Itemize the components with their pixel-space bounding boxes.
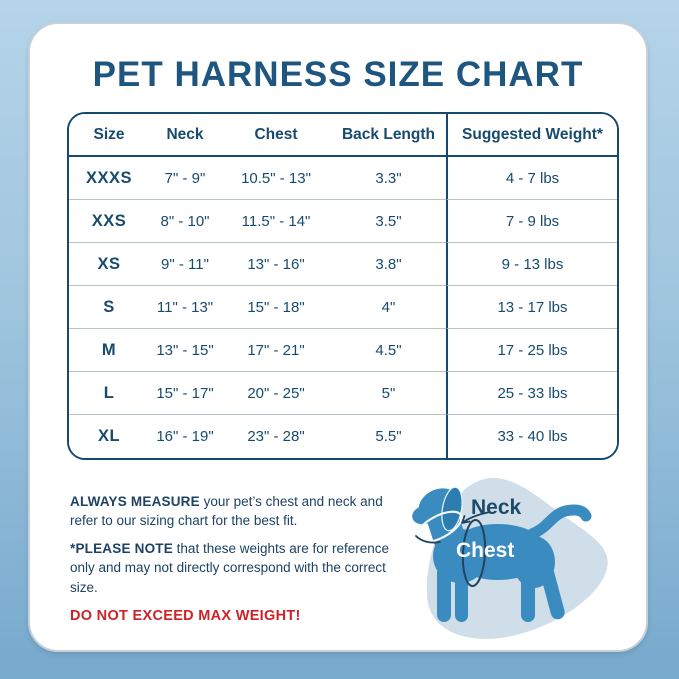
dog-measurement-illustration: Neck Chest bbox=[412, 478, 608, 639]
back-length-cell: 4" bbox=[331, 286, 446, 329]
dog-tail bbox=[526, 504, 592, 540]
chest-cell: 20" - 25" bbox=[221, 372, 331, 415]
neck-cell: 8" - 10" bbox=[149, 200, 221, 243]
neck-measure-loop bbox=[415, 510, 463, 544]
measure-note-lead: ALWAYS MEASURE bbox=[70, 494, 200, 509]
max-weight-warning: DO NOT EXCEED MAX WEIGHT! bbox=[70, 607, 301, 624]
neck-cell: 11" - 13" bbox=[149, 286, 221, 329]
neck-measure-loop-dark-end bbox=[415, 535, 441, 544]
neck-label: Neck bbox=[471, 496, 522, 519]
back-length-cell: 5" bbox=[331, 372, 446, 415]
column-header-suggested-weight: Suggested Weight* bbox=[446, 114, 617, 157]
size-cell: XL bbox=[69, 415, 149, 458]
dog-front-leg-2 bbox=[455, 572, 468, 622]
page-title: PET HARNESS SIZE CHART bbox=[92, 55, 584, 94]
neck-cell: 15" - 17" bbox=[149, 372, 221, 415]
neck-cell: 9" - 11" bbox=[149, 243, 221, 286]
neck-cell: 16" - 19" bbox=[149, 415, 221, 458]
back-length-cell: 4.5" bbox=[331, 329, 446, 372]
column-header-size: Size bbox=[69, 114, 149, 157]
weight-disclaimer-note: *PLEASE NOTE that these weights are for … bbox=[70, 539, 408, 596]
back-length-cell: 3.3" bbox=[331, 157, 446, 200]
chest-cell: 23" - 28" bbox=[221, 415, 331, 458]
chest-cell: 17" - 21" bbox=[221, 329, 331, 372]
chest-measure-loop bbox=[461, 519, 487, 587]
weight-cell: 7 - 9 lbs bbox=[446, 200, 617, 243]
neck-cell: 7" - 9" bbox=[149, 157, 221, 200]
weight-cell: 9 - 13 lbs bbox=[446, 243, 617, 286]
weight-cell: 4 - 7 lbs bbox=[446, 157, 617, 200]
sizing-notes: ALWAYS MEASURE your pet’s chest and neck… bbox=[70, 492, 408, 635]
size-chart-table: Size Neck Chest Back Length Suggested We… bbox=[67, 112, 619, 460]
weight-cell: 25 - 33 lbs bbox=[446, 372, 617, 415]
weight-cell: 13 - 17 lbs bbox=[446, 286, 617, 329]
size-chart-card: PET HARNESS SIZE CHART Size Neck Chest B… bbox=[28, 22, 648, 652]
dog-front-leg bbox=[437, 566, 451, 622]
size-cell: XXS bbox=[69, 200, 149, 243]
weight-cell: 17 - 25 lbs bbox=[446, 329, 617, 372]
weight-cell: 33 - 40 lbs bbox=[446, 415, 617, 458]
neck-pointer-line bbox=[461, 511, 491, 524]
chest-label: Chest bbox=[456, 539, 514, 562]
dog-rear-leg bbox=[521, 570, 535, 622]
chest-cell: 11.5" - 14" bbox=[221, 200, 331, 243]
chest-cell: 13" - 16" bbox=[221, 243, 331, 286]
dog-rear-leg-2 bbox=[539, 562, 565, 620]
weight-disclaimer-text: that these weights are for reference onl… bbox=[70, 541, 390, 595]
weight-disclaimer-lead: *PLEASE NOTE bbox=[70, 541, 173, 557]
back-length-cell: 5.5" bbox=[331, 415, 446, 458]
column-header-chest: Chest bbox=[221, 114, 331, 157]
back-length-cell: 3.8" bbox=[331, 243, 446, 286]
chest-cell: 10.5" - 13" bbox=[221, 157, 331, 200]
dog-ear bbox=[441, 486, 463, 532]
back-length-cell: 3.5" bbox=[331, 200, 446, 243]
size-cell: XXXS bbox=[69, 157, 149, 200]
chest-cell: 15" - 18" bbox=[221, 286, 331, 329]
measure-note-text: your pet’s chest and neck and refer to o… bbox=[70, 494, 383, 529]
size-cell: XS bbox=[69, 243, 149, 286]
column-header-back-length: Back Length bbox=[331, 114, 446, 157]
size-cell: S bbox=[69, 286, 149, 329]
size-cell: L bbox=[69, 372, 149, 415]
dog-silhouette bbox=[412, 486, 592, 622]
neck-cell: 13" - 15" bbox=[149, 329, 221, 372]
size-cell: M bbox=[69, 329, 149, 372]
column-header-neck: Neck bbox=[149, 114, 221, 157]
measure-note: ALWAYS MEASURE your pet’s chest and neck… bbox=[70, 492, 408, 530]
